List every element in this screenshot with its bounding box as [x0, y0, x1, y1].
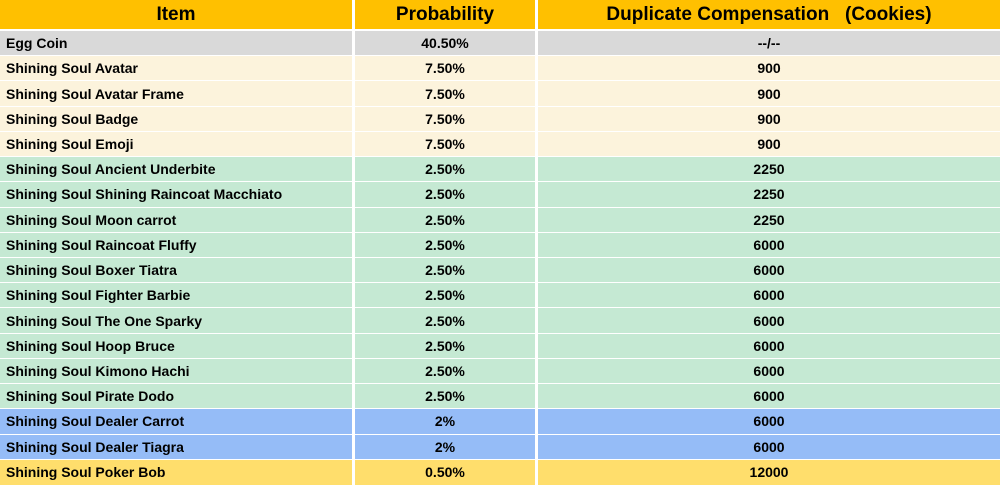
- item-cell: Shining Soul Ancient Underbite: [0, 157, 355, 183]
- table-row: Shining Soul Poker Bob 0.50% 12000: [0, 459, 1000, 485]
- probability-cell: 2.50%: [355, 358, 538, 385]
- table-row: Shining Soul Kimono Hachi 2.50% 6000: [0, 358, 1000, 385]
- item-cell: Shining Soul Shining Raincoat Macchiato: [0, 182, 355, 208]
- table-row: Shining Soul Dealer Carrot 2% 6000: [0, 409, 1000, 435]
- compensation-cell: 6000: [538, 359, 1000, 385]
- probability-cell: 2.50%: [355, 182, 538, 208]
- probability-cell: 7.50%: [355, 106, 538, 132]
- item-cell: Shining Soul Avatar Frame: [0, 81, 355, 107]
- header-probability: Probability: [355, 0, 538, 31]
- probability-cell: 7.50%: [355, 56, 538, 82]
- compensation-cell: 900: [538, 56, 1000, 82]
- compensation-cell: 900: [538, 81, 1000, 107]
- probability-cell: 2.50%: [355, 308, 538, 334]
- table-body: Egg Coin 40.50% --/-- Shining Soul Avatar 7.…: [0, 31, 1000, 485]
- compensation-cell: 900: [538, 132, 1000, 158]
- table-row: Egg Coin 40.50% --/--: [0, 31, 1000, 57]
- compensation-cell: 2250: [538, 157, 1000, 183]
- compensation-cell: --/--: [538, 31, 1000, 57]
- probability-cell: 2.50%: [355, 157, 538, 183]
- probability-cell: 2.50%: [355, 257, 538, 284]
- probability-cell: 7.50%: [355, 131, 538, 158]
- table-row: Shining Soul Emoji 7.50% 900: [0, 131, 1000, 158]
- item-cell: Shining Soul Hoop Bruce: [0, 333, 355, 359]
- item-cell: Shining Soul Fighter Barbie: [0, 283, 355, 309]
- compensation-cell: 6000: [538, 258, 1000, 284]
- item-cell: Shining Soul Boxer Tiatra: [0, 257, 355, 284]
- item-cell: Shining Soul Raincoat Fluffy: [0, 232, 355, 258]
- item-cell: Shining Soul Badge: [0, 106, 355, 132]
- probability-cell: 0.50%: [355, 459, 538, 485]
- probability-cell: 2.50%: [355, 283, 538, 309]
- compensation-cell: 12000: [749, 464, 789, 481]
- table-row: Shining Soul Badge 7.50% 900: [0, 106, 1000, 132]
- compensation-cell: 2250: [538, 182, 1000, 208]
- compensation-cell: 900: [538, 107, 1000, 132]
- table-row: Shining Soul Fighter Barbie 2.50% 6000: [0, 283, 1000, 309]
- table-row: Shining Soul Hoop Bruce 2.50% 6000: [0, 333, 1000, 359]
- item-cell: Shining Soul Dealer Carrot: [0, 409, 355, 435]
- compensation-cell: 6000: [538, 384, 1000, 410]
- probability-cell: 40.50%: [355, 31, 538, 57]
- probability-cell: 2%: [355, 434, 538, 460]
- probability-cell: 2.50%: [355, 333, 538, 359]
- table-row: Shining Soul Moon carrot 2.50% 2250: [0, 207, 1000, 233]
- item-cell: Shining Soul Dealer Tiagra: [0, 434, 355, 460]
- probability-cell: 2%: [355, 409, 538, 435]
- item-cell: Shining Soul The One Sparky: [0, 308, 355, 334]
- table-row: Shining Soul Pirate Dodo 2.50% 6000: [0, 384, 1000, 410]
- table-row: Shining Soul Shining Raincoat Macchiato 2…: [0, 182, 1000, 208]
- probability-cell: 7.50%: [355, 81, 538, 107]
- table-row: Shining Soul Dealer Tiagra 2% 6000: [0, 434, 1000, 460]
- table-header: Item Probability Duplicate Compensation …: [0, 0, 1000, 31]
- probability-cell: 2.50%: [355, 232, 538, 258]
- item-cell: Shining Soul Avatar: [0, 56, 355, 82]
- compensation-cell: 6000: [538, 409, 1000, 435]
- item-cell: Egg Coin: [0, 31, 355, 57]
- compensation-cell: 6000: [538, 435, 1000, 460]
- item-cell: Shining Soul Kimono Hachi: [0, 358, 355, 385]
- table-row: Shining Soul Raincoat Fluffy 2.50% 6000: [0, 232, 1000, 258]
- compensation-cell: 6000: [538, 233, 1000, 258]
- table-row: Shining Soul Avatar 7.50% 900: [0, 56, 1000, 82]
- table-row: Shining Soul Avatar Frame 7.50% 900: [0, 81, 1000, 107]
- item-cell: Shining Soul Emoji: [0, 131, 355, 158]
- item-cell: Shining Soul Moon carrot: [0, 207, 355, 233]
- header-compensation: Duplicate Compensation (Cookies): [538, 0, 1000, 31]
- item-cell: Shining Soul Poker Bob: [0, 459, 355, 485]
- compensation-cell: 6000: [538, 308, 1000, 334]
- table-row: Shining Soul The One Sparky 2.50% 6000: [0, 308, 1000, 334]
- compensation-cell: 6000: [538, 283, 1000, 309]
- table-row: Shining Soul Boxer Tiatra 2.50% 6000: [0, 257, 1000, 284]
- header-row: Item Probability Duplicate Compensation …: [0, 0, 1000, 31]
- header-item: Item: [0, 0, 355, 31]
- probability-cell: 2.50%: [355, 384, 538, 410]
- compensation-cell: 6000: [538, 334, 1000, 359]
- item-cell: Shining Soul Pirate Dodo: [0, 384, 355, 410]
- probability-cell: 2.50%: [355, 207, 538, 233]
- table-row: Shining Soul Ancient Underbite 2.50% 2250: [0, 157, 1000, 183]
- compensation-cell: 2250: [538, 208, 1000, 233]
